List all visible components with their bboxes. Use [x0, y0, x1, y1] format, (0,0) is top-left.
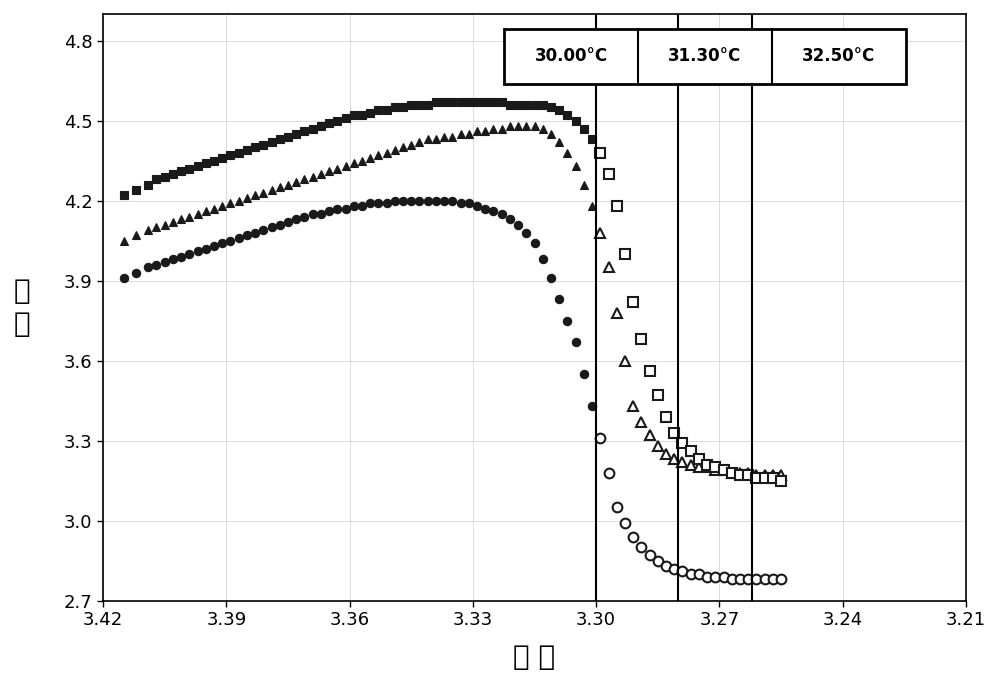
- Text: 30.00°C: 30.00°C: [535, 47, 608, 66]
- X-axis label: 温 度: 温 度: [513, 643, 556, 671]
- Y-axis label: 心
率: 心 率: [14, 277, 31, 338]
- Text: 32.50°C: 32.50°C: [802, 47, 875, 66]
- Bar: [504, 29, 906, 84]
- Text: 31.30°C: 31.30°C: [668, 47, 742, 66]
